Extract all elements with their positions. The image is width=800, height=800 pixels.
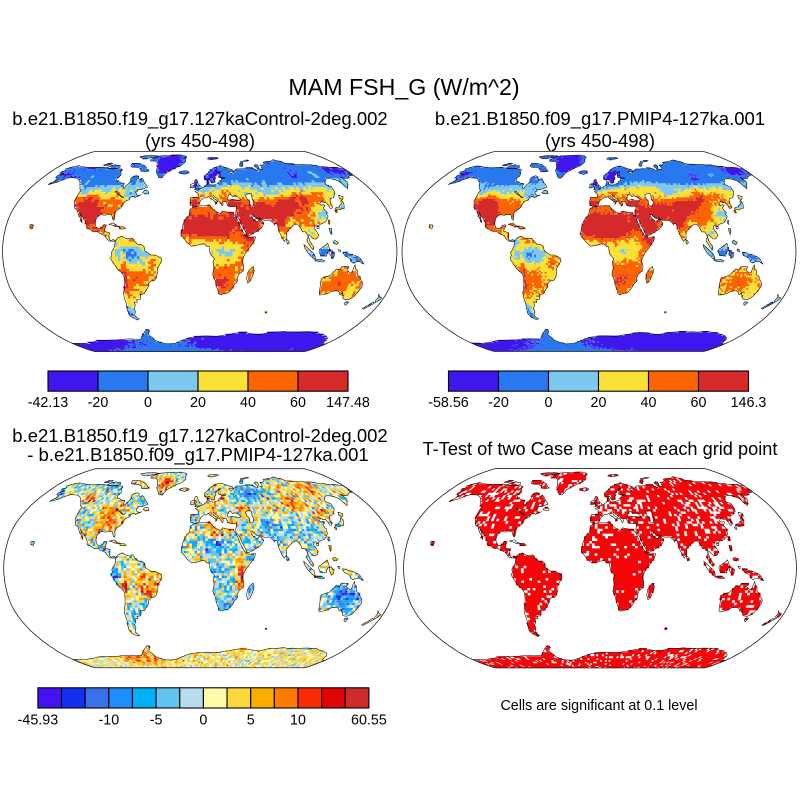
- svg-text:60: 60: [290, 395, 306, 411]
- svg-text:40: 40: [641, 395, 657, 411]
- svg-text:20: 20: [591, 395, 607, 411]
- svg-text:-5: -5: [150, 712, 163, 728]
- svg-text:0: 0: [199, 712, 207, 728]
- svg-text:0: 0: [545, 395, 553, 411]
- svg-text:-45.93: -45.93: [18, 712, 59, 728]
- svg-text:-10: -10: [98, 712, 119, 728]
- svg-text:147.48: 147.48: [326, 395, 370, 411]
- svg-text:5: 5: [247, 712, 255, 728]
- svg-text:20: 20: [190, 395, 206, 411]
- svg-text:146.3: 146.3: [731, 395, 767, 411]
- svg-text:40: 40: [240, 395, 256, 411]
- svg-text:10: 10: [290, 712, 306, 728]
- svg-text:-58.56: -58.56: [428, 395, 469, 411]
- svg-text:-20: -20: [488, 395, 509, 411]
- svg-text:-42.13: -42.13: [28, 395, 69, 411]
- svg-text:-20: -20: [88, 395, 109, 411]
- svg-text:0: 0: [144, 395, 152, 411]
- svg-text:60: 60: [691, 395, 707, 411]
- svg-text:60.55: 60.55: [351, 712, 387, 728]
